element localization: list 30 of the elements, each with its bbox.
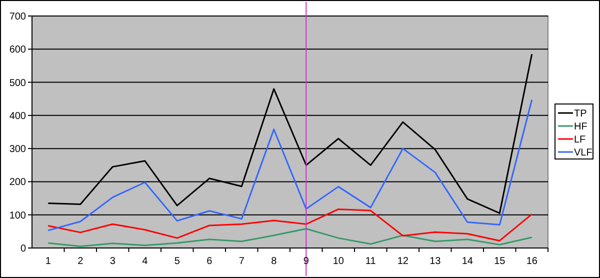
y-tick-label: 600: [9, 44, 26, 56]
x-tick-label: 8: [271, 256, 278, 267]
x-tick-label: 13: [430, 256, 442, 267]
line-series: [47, 228, 533, 248]
x-tick-label: 12: [397, 256, 409, 267]
x-tick-label: 10: [332, 256, 344, 267]
line-series: [47, 99, 533, 232]
x-tick-label: 15: [494, 256, 506, 267]
y-tick-label: 500: [9, 78, 26, 89]
y-tick-label: 300: [9, 144, 26, 156]
y-tick-label: 700: [9, 12, 26, 22]
x-tick-label: 4: [142, 256, 148, 267]
x-tick-label: 14: [462, 256, 474, 267]
legend-label: VLF: [574, 148, 592, 158]
y-tick-label: 0: [20, 244, 26, 254]
x-tick-label: 16: [526, 256, 538, 267]
x-tick-label: 7: [238, 256, 245, 267]
line-series: [47, 208, 533, 242]
x-tick-label: 5: [174, 256, 180, 267]
legend-label: HF: [574, 122, 588, 132]
x-tick-label: 11: [365, 256, 376, 267]
x-tick-label: 2: [78, 256, 84, 267]
legend-label: TP: [574, 108, 588, 120]
x-tick-label: 3: [110, 256, 116, 267]
y-tick-label: 100: [9, 210, 26, 222]
y-tick-label: 200: [9, 177, 26, 188]
legend-label: LF: [574, 134, 586, 146]
y-tick-label: 400: [9, 110, 26, 122]
x-tick-label: 1: [45, 256, 52, 267]
x-tick-label: 6: [206, 256, 213, 267]
